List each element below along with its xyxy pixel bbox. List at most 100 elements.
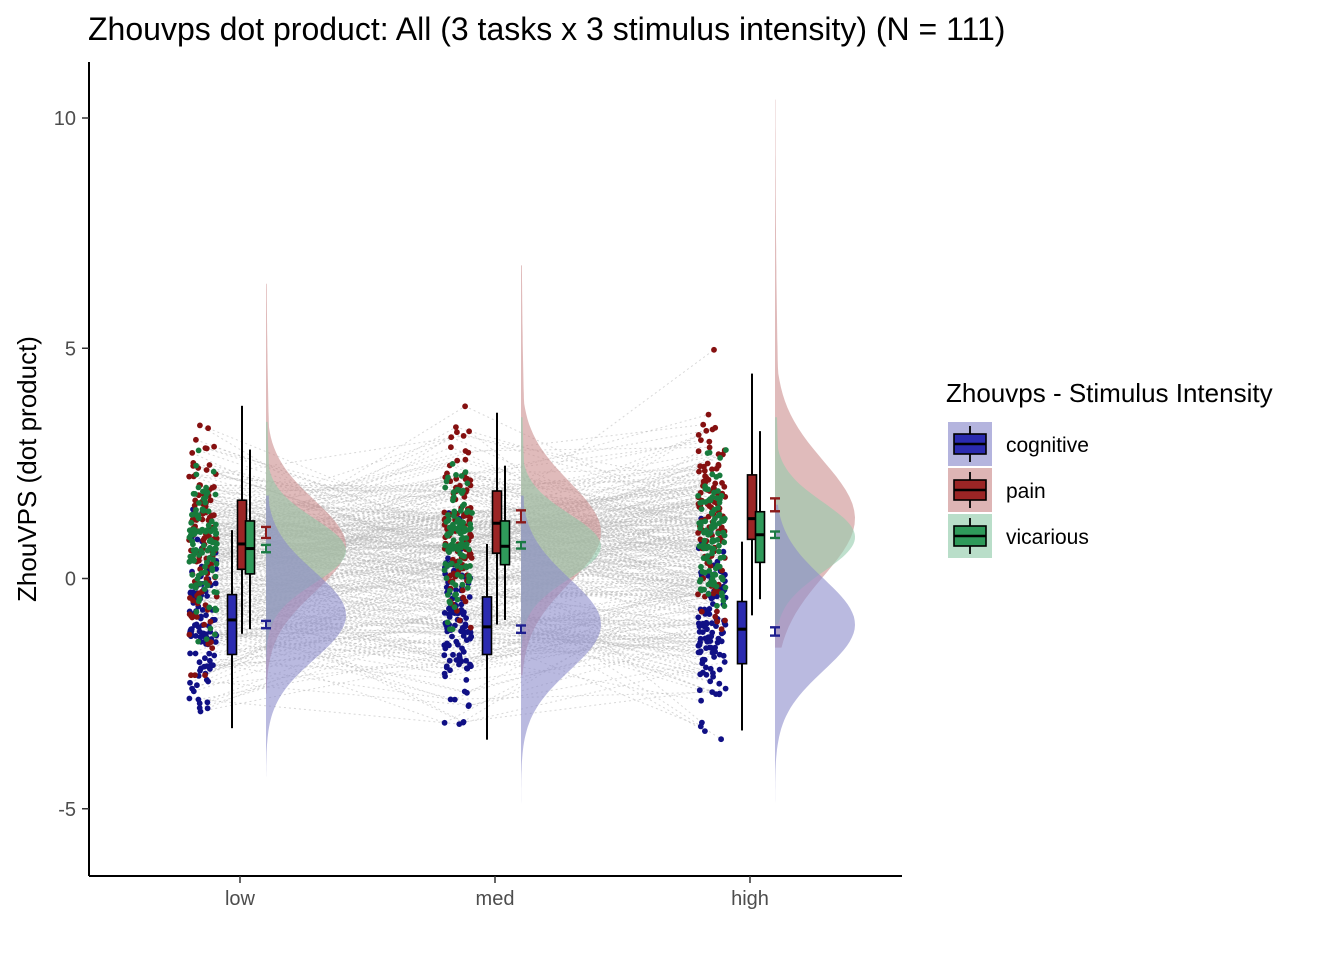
point-vicarious xyxy=(191,530,198,537)
legend-title: Zhouvps - Stimulus Intensity xyxy=(946,378,1273,408)
point-pain xyxy=(709,466,715,473)
densities xyxy=(266,99,855,837)
x-axis-ticks: low med high xyxy=(225,876,769,910)
point-vicarious xyxy=(463,541,470,548)
point-vicarious xyxy=(453,472,459,478)
point-cognitive xyxy=(466,702,472,709)
point-pain xyxy=(460,594,467,601)
point-vicarious xyxy=(467,563,473,569)
point-cognitive xyxy=(700,669,706,676)
point-pain xyxy=(196,557,202,564)
box-cognitive-high xyxy=(736,600,748,665)
point-vicarious xyxy=(718,492,725,499)
legend-label: cognitive xyxy=(1006,434,1089,457)
point-pain xyxy=(698,437,704,443)
point-cognitive xyxy=(703,664,709,671)
point-cognitive xyxy=(702,635,709,642)
point-cognitive xyxy=(698,697,704,704)
point-vicarious xyxy=(205,508,212,515)
point-vicarious xyxy=(465,578,472,585)
point-vicarious xyxy=(200,542,207,549)
point-cognitive xyxy=(697,648,704,655)
point-cognitive xyxy=(202,655,208,662)
subject-line xyxy=(197,538,717,627)
point-vicarious xyxy=(462,469,469,475)
point-cognitive xyxy=(714,639,721,646)
point-pain xyxy=(701,463,707,470)
point-cognitive xyxy=(695,614,702,621)
point-vicarious xyxy=(212,526,218,533)
point-vicarious xyxy=(723,447,729,453)
subject-line xyxy=(195,603,710,648)
point-pain xyxy=(468,533,474,540)
point-vicarious xyxy=(465,508,471,514)
point-vicarious xyxy=(212,573,219,580)
x-tick-label: med xyxy=(476,888,515,910)
point-pain xyxy=(460,433,467,439)
subject-line xyxy=(205,481,704,602)
density-cognitive-high xyxy=(775,504,855,837)
point-vicarious xyxy=(457,530,464,537)
point-cognitive xyxy=(204,663,211,669)
point-cognitive xyxy=(461,609,467,616)
subject-line xyxy=(205,574,726,724)
point-cognitive xyxy=(458,601,465,608)
subject-line xyxy=(205,570,705,675)
point-cognitive xyxy=(441,719,448,726)
point-vicarious xyxy=(442,484,449,491)
legend-item-cognitive: cognitive xyxy=(948,422,1089,466)
point-pain xyxy=(695,591,701,598)
point-cognitive xyxy=(207,657,213,664)
point-cognitive xyxy=(187,650,194,657)
point-vicarious xyxy=(705,591,712,597)
point-cognitive xyxy=(192,622,198,628)
point-pain xyxy=(462,456,469,463)
point-vicarious xyxy=(716,542,722,549)
point-vicarious xyxy=(211,539,218,546)
point-pain xyxy=(205,425,212,432)
point-vicarious xyxy=(190,526,197,533)
point-vicarious xyxy=(188,583,195,589)
point-cognitive xyxy=(212,639,219,645)
point-cognitive xyxy=(713,623,719,629)
point-vicarious xyxy=(450,497,456,504)
point-vicarious xyxy=(213,560,220,567)
point-pain xyxy=(193,436,199,443)
point-cognitive xyxy=(192,633,199,639)
subject-line xyxy=(203,632,724,643)
point-pain xyxy=(466,428,472,435)
point-vicarious xyxy=(702,483,708,490)
point-cognitive xyxy=(706,611,713,617)
point-pain xyxy=(468,555,475,561)
point-vicarious xyxy=(444,562,451,569)
point-pain xyxy=(211,443,218,450)
point-vicarious xyxy=(193,609,200,615)
point-pain xyxy=(462,403,468,410)
point-vicarious xyxy=(466,526,473,533)
point-pain xyxy=(193,614,200,620)
point-cognitive xyxy=(197,634,204,640)
point-pain xyxy=(695,530,701,536)
point-vicarious xyxy=(463,535,470,541)
point-cognitive xyxy=(441,610,448,616)
point-pain xyxy=(188,672,194,679)
point-pain xyxy=(211,484,217,490)
subject-line xyxy=(190,475,713,536)
subject-line xyxy=(193,563,710,610)
point-cognitive xyxy=(713,691,719,697)
point-vicarious xyxy=(700,545,707,552)
point-cognitive xyxy=(451,696,458,703)
point-pain xyxy=(189,450,196,456)
point-cognitive xyxy=(463,657,469,664)
point-vicarious xyxy=(200,495,207,502)
point-cognitive xyxy=(453,587,459,593)
point-cognitive xyxy=(459,645,465,652)
point-cognitive xyxy=(716,651,723,658)
point-vicarious xyxy=(454,596,461,603)
point-vicarious xyxy=(458,473,465,479)
point-cognitive xyxy=(199,607,206,613)
point-vicarious xyxy=(719,576,726,583)
point-vicarious xyxy=(699,499,706,505)
point-cognitive xyxy=(190,688,197,695)
point-vicarious xyxy=(459,552,465,559)
